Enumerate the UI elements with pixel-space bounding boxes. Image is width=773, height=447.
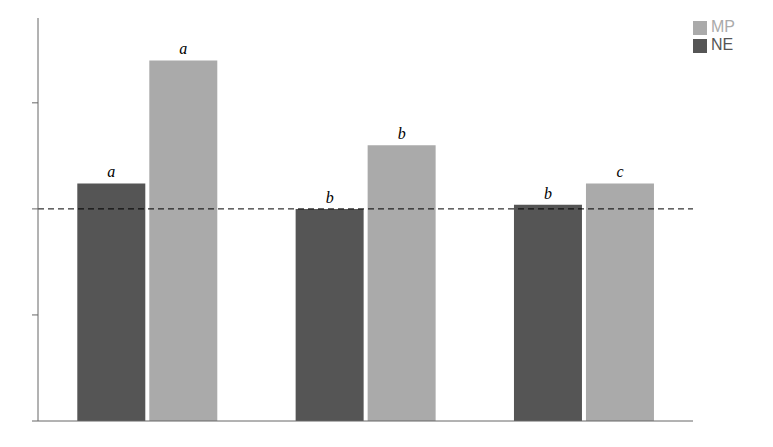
html-text:MP: MP xyxy=(711,18,735,35)
svg-text:a: a xyxy=(179,40,187,57)
html-text:NE: NE xyxy=(711,36,734,53)
svg-text:c: c xyxy=(616,163,623,180)
svg-text:b: b xyxy=(544,185,552,202)
svg-text:b: b xyxy=(326,189,334,206)
svg-text:a: a xyxy=(107,163,115,180)
svg-text:b: b xyxy=(398,125,406,142)
